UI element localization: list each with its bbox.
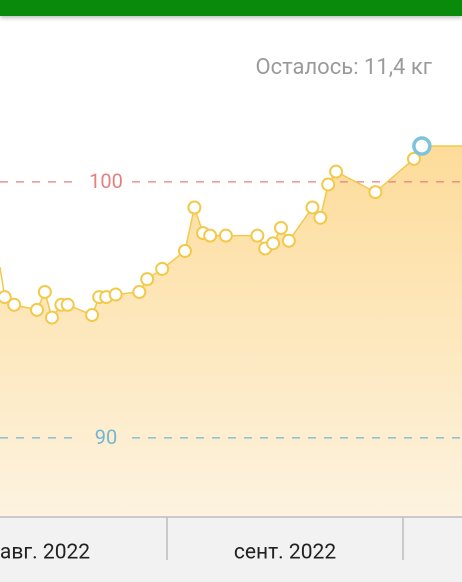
weight-point[interactable] [60, 297, 75, 312]
weight-point[interactable] [281, 233, 296, 248]
weight-point[interactable] [132, 284, 147, 299]
reference-label: 90 [95, 425, 117, 449]
weight-point[interactable] [29, 302, 44, 317]
weight-point[interactable] [250, 228, 265, 243]
weight-point[interactable] [155, 261, 170, 276]
weight-point[interactable] [108, 287, 123, 302]
month-label[interactable]: авг. 2022 [0, 541, 90, 565]
weight-point[interactable] [273, 220, 288, 235]
area-fill [0, 146, 462, 517]
app-bar [0, 0, 462, 16]
remaining-weight: Осталось: 11,4 кг [255, 55, 432, 80]
weight-point[interactable] [368, 185, 383, 200]
weight-point[interactable] [37, 284, 52, 299]
weight-point[interactable] [44, 310, 59, 325]
weight-point[interactable] [406, 151, 421, 166]
weight-point[interactable] [140, 272, 155, 287]
weight-point[interactable] [203, 228, 218, 243]
weight-point[interactable] [305, 200, 320, 215]
weight-point[interactable] [85, 308, 100, 323]
reference-label: 100 [89, 169, 123, 193]
current-point[interactable] [412, 136, 432, 156]
weight-point[interactable] [266, 236, 281, 251]
weight-point[interactable] [218, 228, 233, 243]
month-bar [0, 517, 462, 582]
weight-point[interactable] [187, 200, 202, 215]
weight-point[interactable] [313, 210, 328, 225]
weight-point[interactable] [177, 244, 192, 259]
weight-point[interactable] [329, 164, 344, 179]
weight-point[interactable] [321, 177, 336, 192]
month-label[interactable]: сент. 2022 [234, 541, 336, 565]
weight-point[interactable] [7, 297, 22, 312]
weight-point[interactable] [0, 290, 12, 305]
